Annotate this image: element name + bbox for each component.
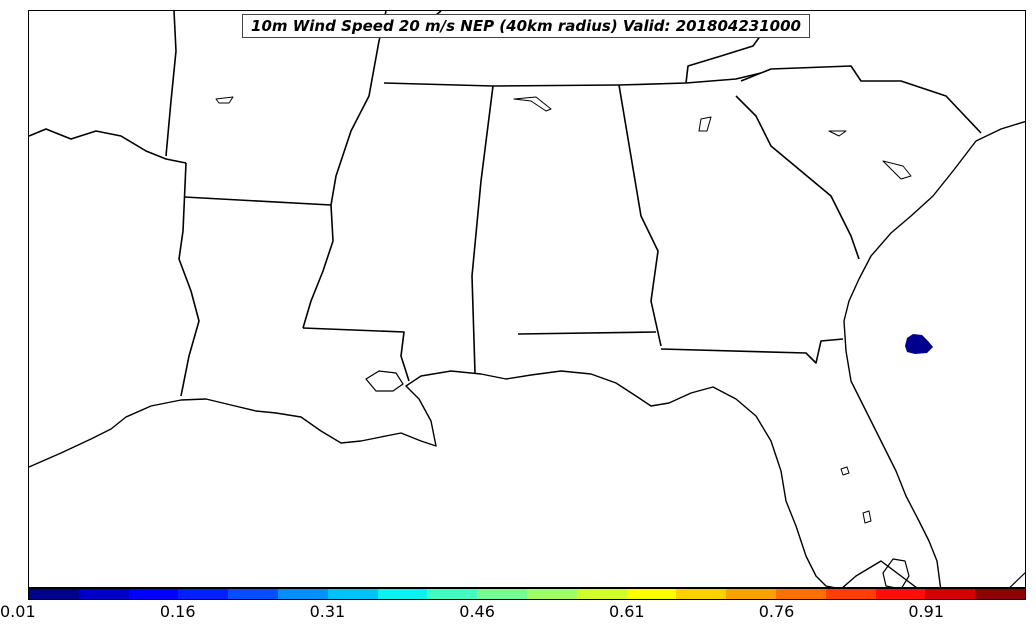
louisiana-mississippi-border [302, 327, 410, 382]
colorbar-tick-label: 0.46 [459, 602, 495, 621]
colorbar-segment [975, 589, 1025, 599]
alabama-georgia-border [618, 84, 662, 347]
colorbar-tick-label: 0.76 [758, 602, 795, 621]
colorbar-segment [576, 589, 627, 599]
tennessee-south-border [383, 72, 762, 87]
sc-lake [828, 130, 847, 137]
carolina-coast [1009, 572, 1025, 587]
colorbar-segment [277, 589, 328, 599]
basemap [29, 11, 1025, 587]
colorbar-segment [377, 589, 428, 599]
mississippi-alabama-border [471, 85, 494, 374]
map-panel [28, 10, 1026, 588]
arkansas-louisiana-border [183, 196, 332, 206]
florida-lake [840, 466, 850, 476]
north-south-carolina-border [740, 65, 982, 134]
colorbar-segment [626, 589, 677, 599]
colorbar-segment [128, 589, 179, 599]
lake-okeechobee [882, 558, 910, 587]
colorbar [28, 588, 1026, 600]
colorbar-segment [228, 589, 278, 599]
lake-pontchartrain [365, 370, 404, 392]
alabama-florida-border [517, 331, 657, 335]
colorbar-tick-label: 0.61 [608, 602, 645, 621]
nc-lake [882, 160, 912, 180]
mississippi-river [302, 11, 387, 329]
alabama-lake [513, 96, 552, 112]
colorbar-tick-label: 0.31 [309, 602, 346, 621]
colorbar-segment [775, 589, 826, 599]
colorbar-segment [526, 589, 577, 599]
gulf-coastline [29, 120, 1025, 587]
probability-area [905, 334, 933, 354]
texas-louisiana-border [178, 162, 200, 397]
colorbar-segment [925, 589, 976, 599]
colorbar-segment [825, 589, 876, 599]
colorbar-segment [427, 589, 478, 599]
colorbar-tick-label: 0.16 [159, 602, 196, 621]
colorbar-segment [327, 589, 378, 599]
west-lake [215, 96, 234, 104]
colorbar-segment [875, 589, 926, 599]
colorbar-segment [29, 589, 79, 599]
colorbar-tick-label: 0.91 [908, 602, 944, 621]
florida-lake-2 [862, 510, 872, 524]
colorbar-segment [78, 589, 129, 599]
map-title: 10m Wind Speed 20 m/s NEP (40km radius) … [242, 14, 810, 38]
georgia-south-carolina-border [735, 95, 860, 260]
colorbar-segment [178, 589, 229, 599]
arkansas-west-border [165, 11, 177, 157]
colorbar-segment [726, 589, 776, 599]
georgia-lake [698, 116, 712, 132]
georgia-florida-border [660, 338, 844, 364]
texas-oklahoma-border [29, 128, 187, 164]
colorbar-segment [477, 589, 527, 599]
colorbar-tick-label: 0.01 [0, 602, 36, 621]
colorbar-segment [676, 589, 727, 599]
